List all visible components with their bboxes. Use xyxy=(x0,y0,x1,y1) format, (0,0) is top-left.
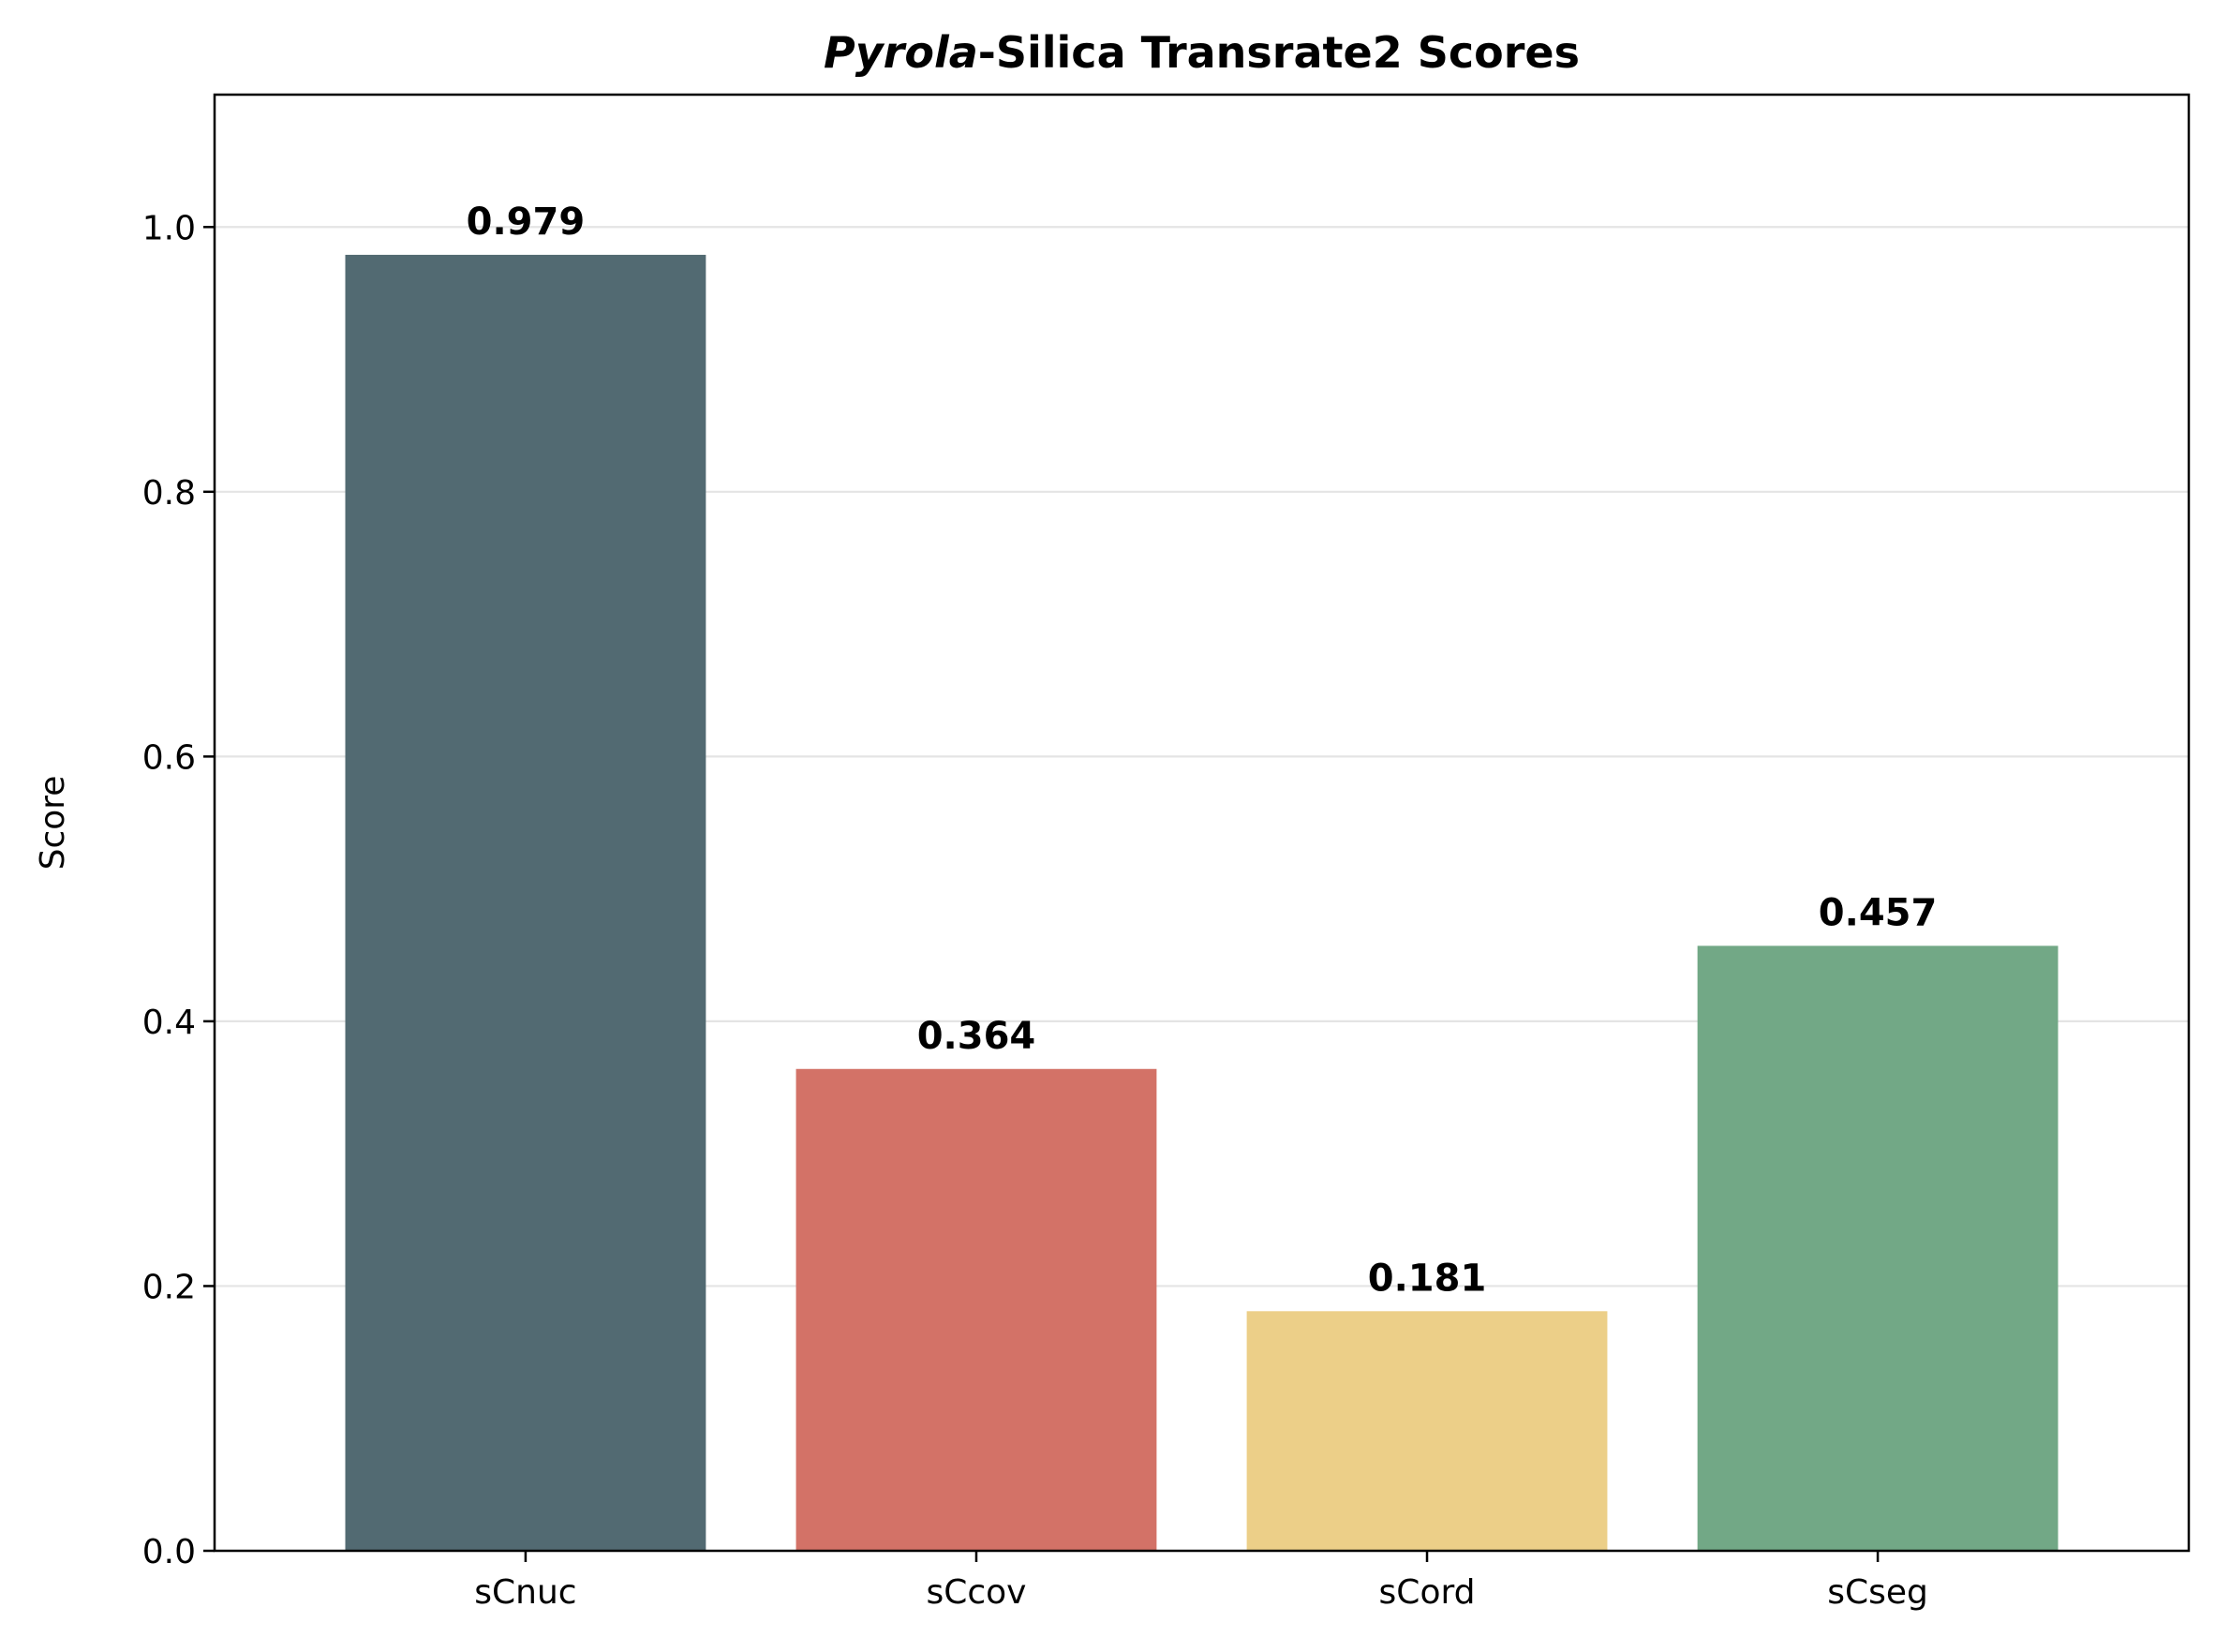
y-tick-label: 1.0 xyxy=(142,209,196,247)
x-tick-label-sCseg: sCseg xyxy=(1827,1573,1928,1612)
x-axis-ticks: sCnuc sCcov sCord sCseg xyxy=(474,1551,1928,1612)
y-tick-label: 0.2 xyxy=(142,1268,196,1306)
plot-frame xyxy=(213,93,2191,1553)
value-label-sCcov: 0.364 xyxy=(917,1015,1036,1058)
y-tick-label: 0.0 xyxy=(142,1533,196,1571)
bar-sCnuc xyxy=(345,254,706,1552)
value-label-sCord: 0.181 xyxy=(1368,1257,1487,1300)
bars xyxy=(345,254,2059,1552)
y-axis-label: Score xyxy=(34,776,72,871)
value-label-sCnuc: 0.979 xyxy=(467,201,586,244)
y-tick-label: 0.4 xyxy=(142,1004,196,1042)
bar-sCcov xyxy=(795,1068,1157,1551)
value-labels: 0.979 0.364 0.181 0.457 xyxy=(467,201,1938,1300)
chart-title-rest: -Silica Transrate2 Scores xyxy=(978,27,1580,78)
y-tick-label: 0.8 xyxy=(142,474,196,513)
chart-title: Pyrola-Silica Transrate2 Scores xyxy=(824,27,1580,78)
value-label-sCseg: 0.457 xyxy=(1819,891,1938,934)
x-tick-label-sCord: sCord xyxy=(1379,1573,1476,1612)
bar-sCseg xyxy=(1697,945,2059,1551)
chart-title-italic: Pyrola xyxy=(824,27,978,78)
bar-sCord xyxy=(1246,1311,1608,1551)
x-tick-label-sCcov: sCcov xyxy=(926,1573,1026,1612)
y-tick-label: 0.6 xyxy=(142,738,196,777)
y-axis-ticks: 0.0 0.2 0.4 0.6 0.8 1.0 xyxy=(142,209,215,1571)
x-tick-label-sCnuc: sCnuc xyxy=(474,1573,576,1612)
